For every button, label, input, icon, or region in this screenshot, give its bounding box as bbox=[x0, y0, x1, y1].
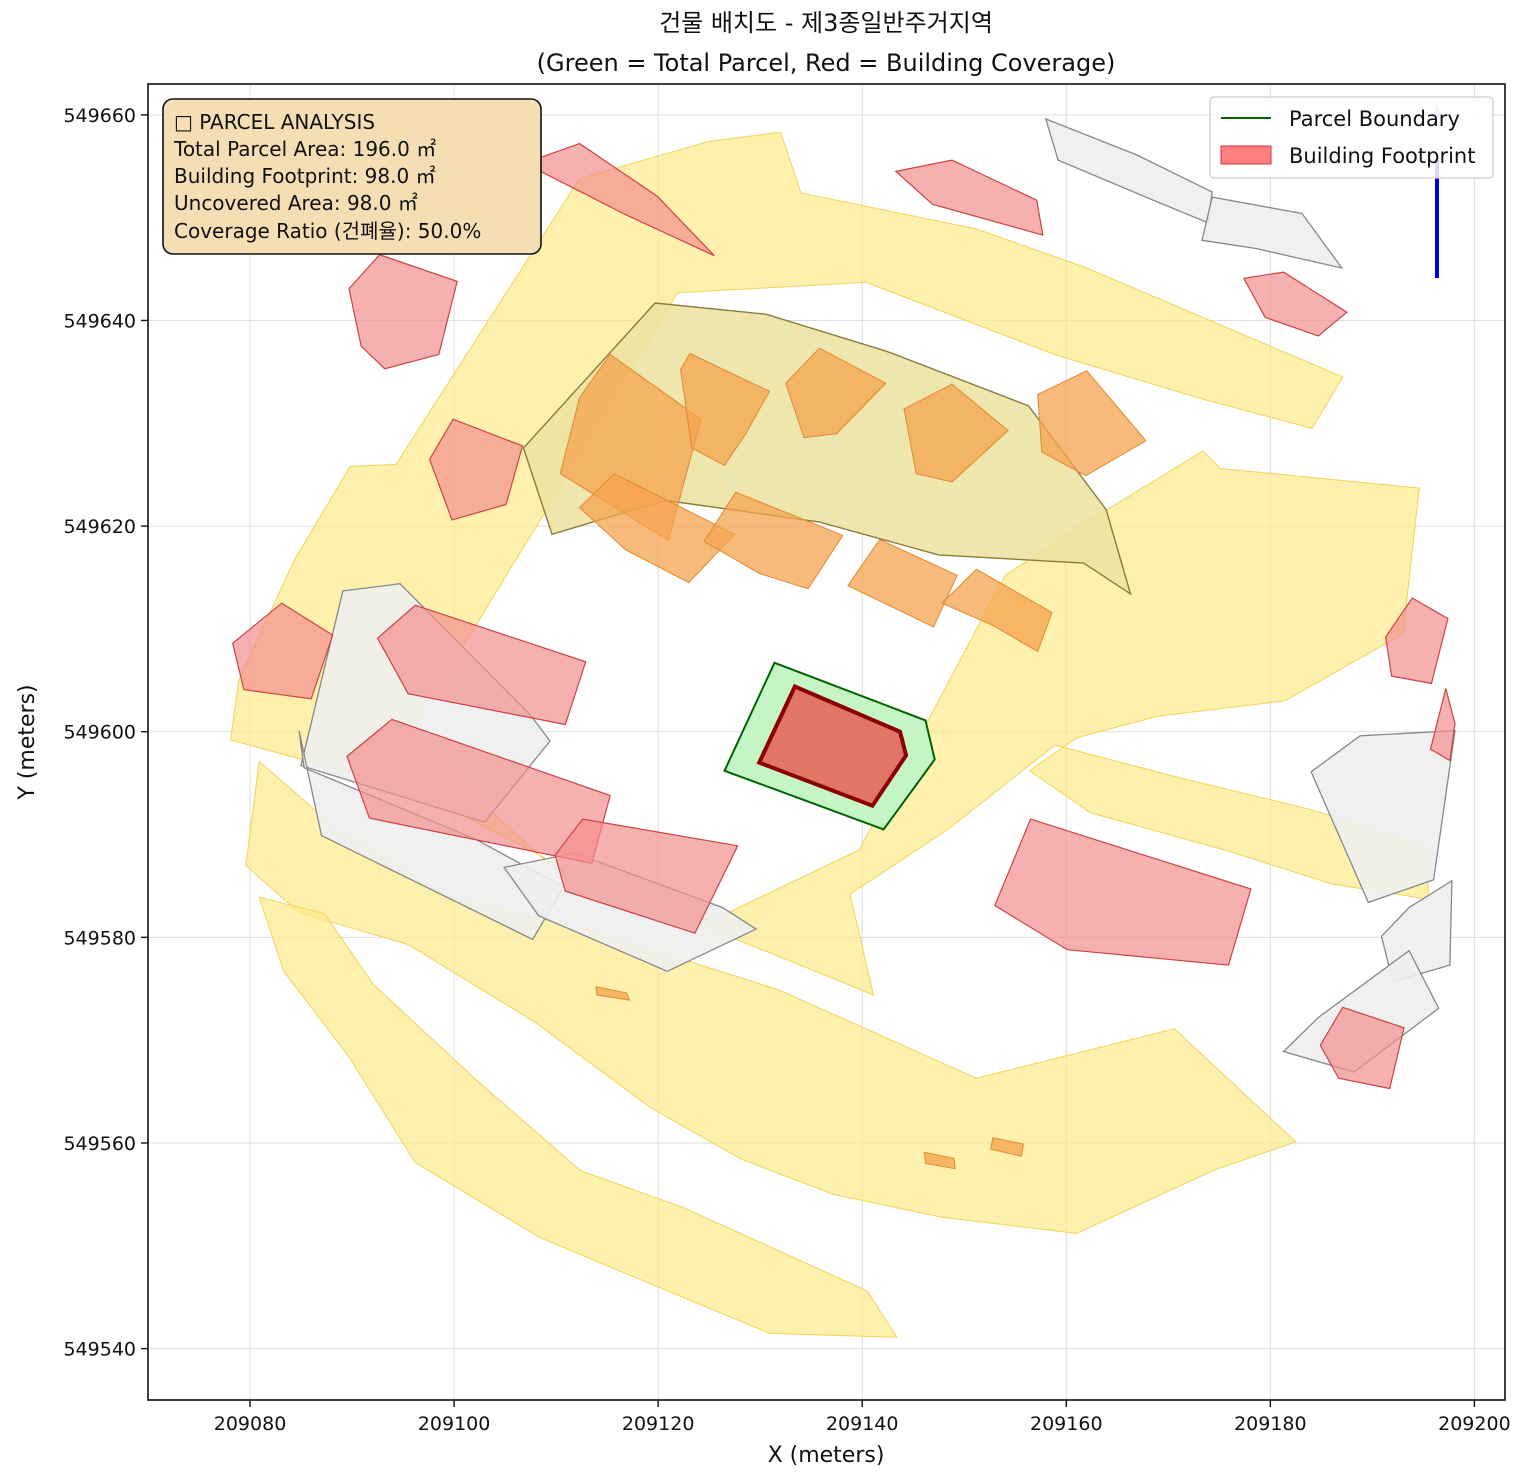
neighbor-building-red bbox=[232, 602, 334, 700]
neighbor-building-red bbox=[554, 818, 739, 934]
neighbor-building-red bbox=[428, 418, 524, 521]
legend: Parcel Boundary Building Footprint bbox=[1209, 96, 1494, 179]
neighbor-building-red bbox=[994, 818, 1252, 966]
info-line-total-area: Total Parcel Area: 196.0 ㎡ bbox=[173, 137, 436, 161]
y-tick-label: 549660 bbox=[63, 105, 136, 127]
neighbor-building-orange bbox=[903, 383, 1009, 483]
road-zone-polygon bbox=[258, 896, 898, 1338]
info-box-background bbox=[162, 98, 542, 255]
neighbor-parcel-polygon bbox=[1310, 730, 1456, 904]
neighbor-parcel-polygon bbox=[1201, 196, 1344, 270]
x-tick-label: 209100 bbox=[418, 1413, 491, 1435]
info-box: □ PARCEL ANALYSIS Total Parcel Area: 196… bbox=[162, 98, 542, 255]
neighbor-building-orange bbox=[703, 491, 844, 590]
legend-frame bbox=[1209, 96, 1494, 179]
neighbor-building-red bbox=[1319, 1006, 1405, 1090]
x-axis-label: X (meters) bbox=[768, 1443, 885, 1468]
chart-title: 건물 배치도 - 제3종일반주거지역 bbox=[659, 9, 993, 37]
x-tick-label: 209180 bbox=[1234, 1413, 1307, 1435]
neighbor-building-red bbox=[522, 142, 715, 257]
neighbor-building-red bbox=[1429, 688, 1456, 762]
x-tick-label: 209200 bbox=[1438, 1413, 1511, 1435]
y-tick-label: 549600 bbox=[63, 722, 136, 744]
neighbor-building-red bbox=[1242, 271, 1348, 337]
y-tick-label: 549560 bbox=[63, 1133, 136, 1155]
info-line-footprint: Building Footprint: 98.0 ㎡ bbox=[174, 164, 436, 188]
neighbor-building-orange bbox=[680, 352, 771, 467]
neighbor-building-red bbox=[894, 159, 1044, 236]
neighbor-building-red bbox=[1384, 597, 1449, 685]
neighbor-building-orange bbox=[940, 568, 1053, 653]
neighbor-building-orange bbox=[990, 1137, 1024, 1157]
neighbor-building-red bbox=[376, 604, 587, 726]
neighbor-building-orange bbox=[578, 473, 736, 584]
legend-label-parcel-boundary: Parcel Boundary bbox=[1289, 107, 1460, 131]
legend-swatch-building-footprint bbox=[1220, 145, 1272, 165]
x-tick-label: 209080 bbox=[214, 1413, 287, 1435]
neighbor-building-orange bbox=[923, 1151, 956, 1170]
info-line-heading: □ PARCEL ANALYSIS bbox=[174, 110, 375, 134]
x-tick-label: 209160 bbox=[1030, 1413, 1103, 1435]
chart-subtitle: (Green = Total Parcel, Red = Building Co… bbox=[537, 49, 1116, 77]
y-tick-label: 549620 bbox=[63, 516, 136, 538]
map-layers bbox=[230, 117, 1456, 1338]
x-tick-label: 209120 bbox=[622, 1413, 695, 1435]
x-tick-label: 209140 bbox=[826, 1413, 899, 1435]
legend-label-building-footprint: Building Footprint bbox=[1289, 144, 1475, 168]
neighbor-building-orange bbox=[1037, 370, 1147, 477]
axis-ticks: 209080 209100 209120 209140 209160 209180 2092… bbox=[63, 105, 1510, 1435]
info-line-coverage: Coverage Ratio (건폐율): 50.0% bbox=[174, 219, 481, 243]
y-axis-label: Y (meters) bbox=[15, 684, 40, 800]
neighbor-building-orange bbox=[785, 347, 887, 439]
neighbor-building-orange bbox=[595, 986, 631, 1001]
y-tick-label: 549580 bbox=[63, 927, 136, 949]
y-tick-label: 549640 bbox=[63, 310, 136, 332]
plot-frame bbox=[147, 83, 1506, 1401]
y-tick-label: 549540 bbox=[63, 1339, 136, 1361]
target-building-polygon bbox=[756, 683, 909, 809]
info-line-uncovered: Uncovered Area: 98.0 ㎡ bbox=[174, 191, 418, 215]
